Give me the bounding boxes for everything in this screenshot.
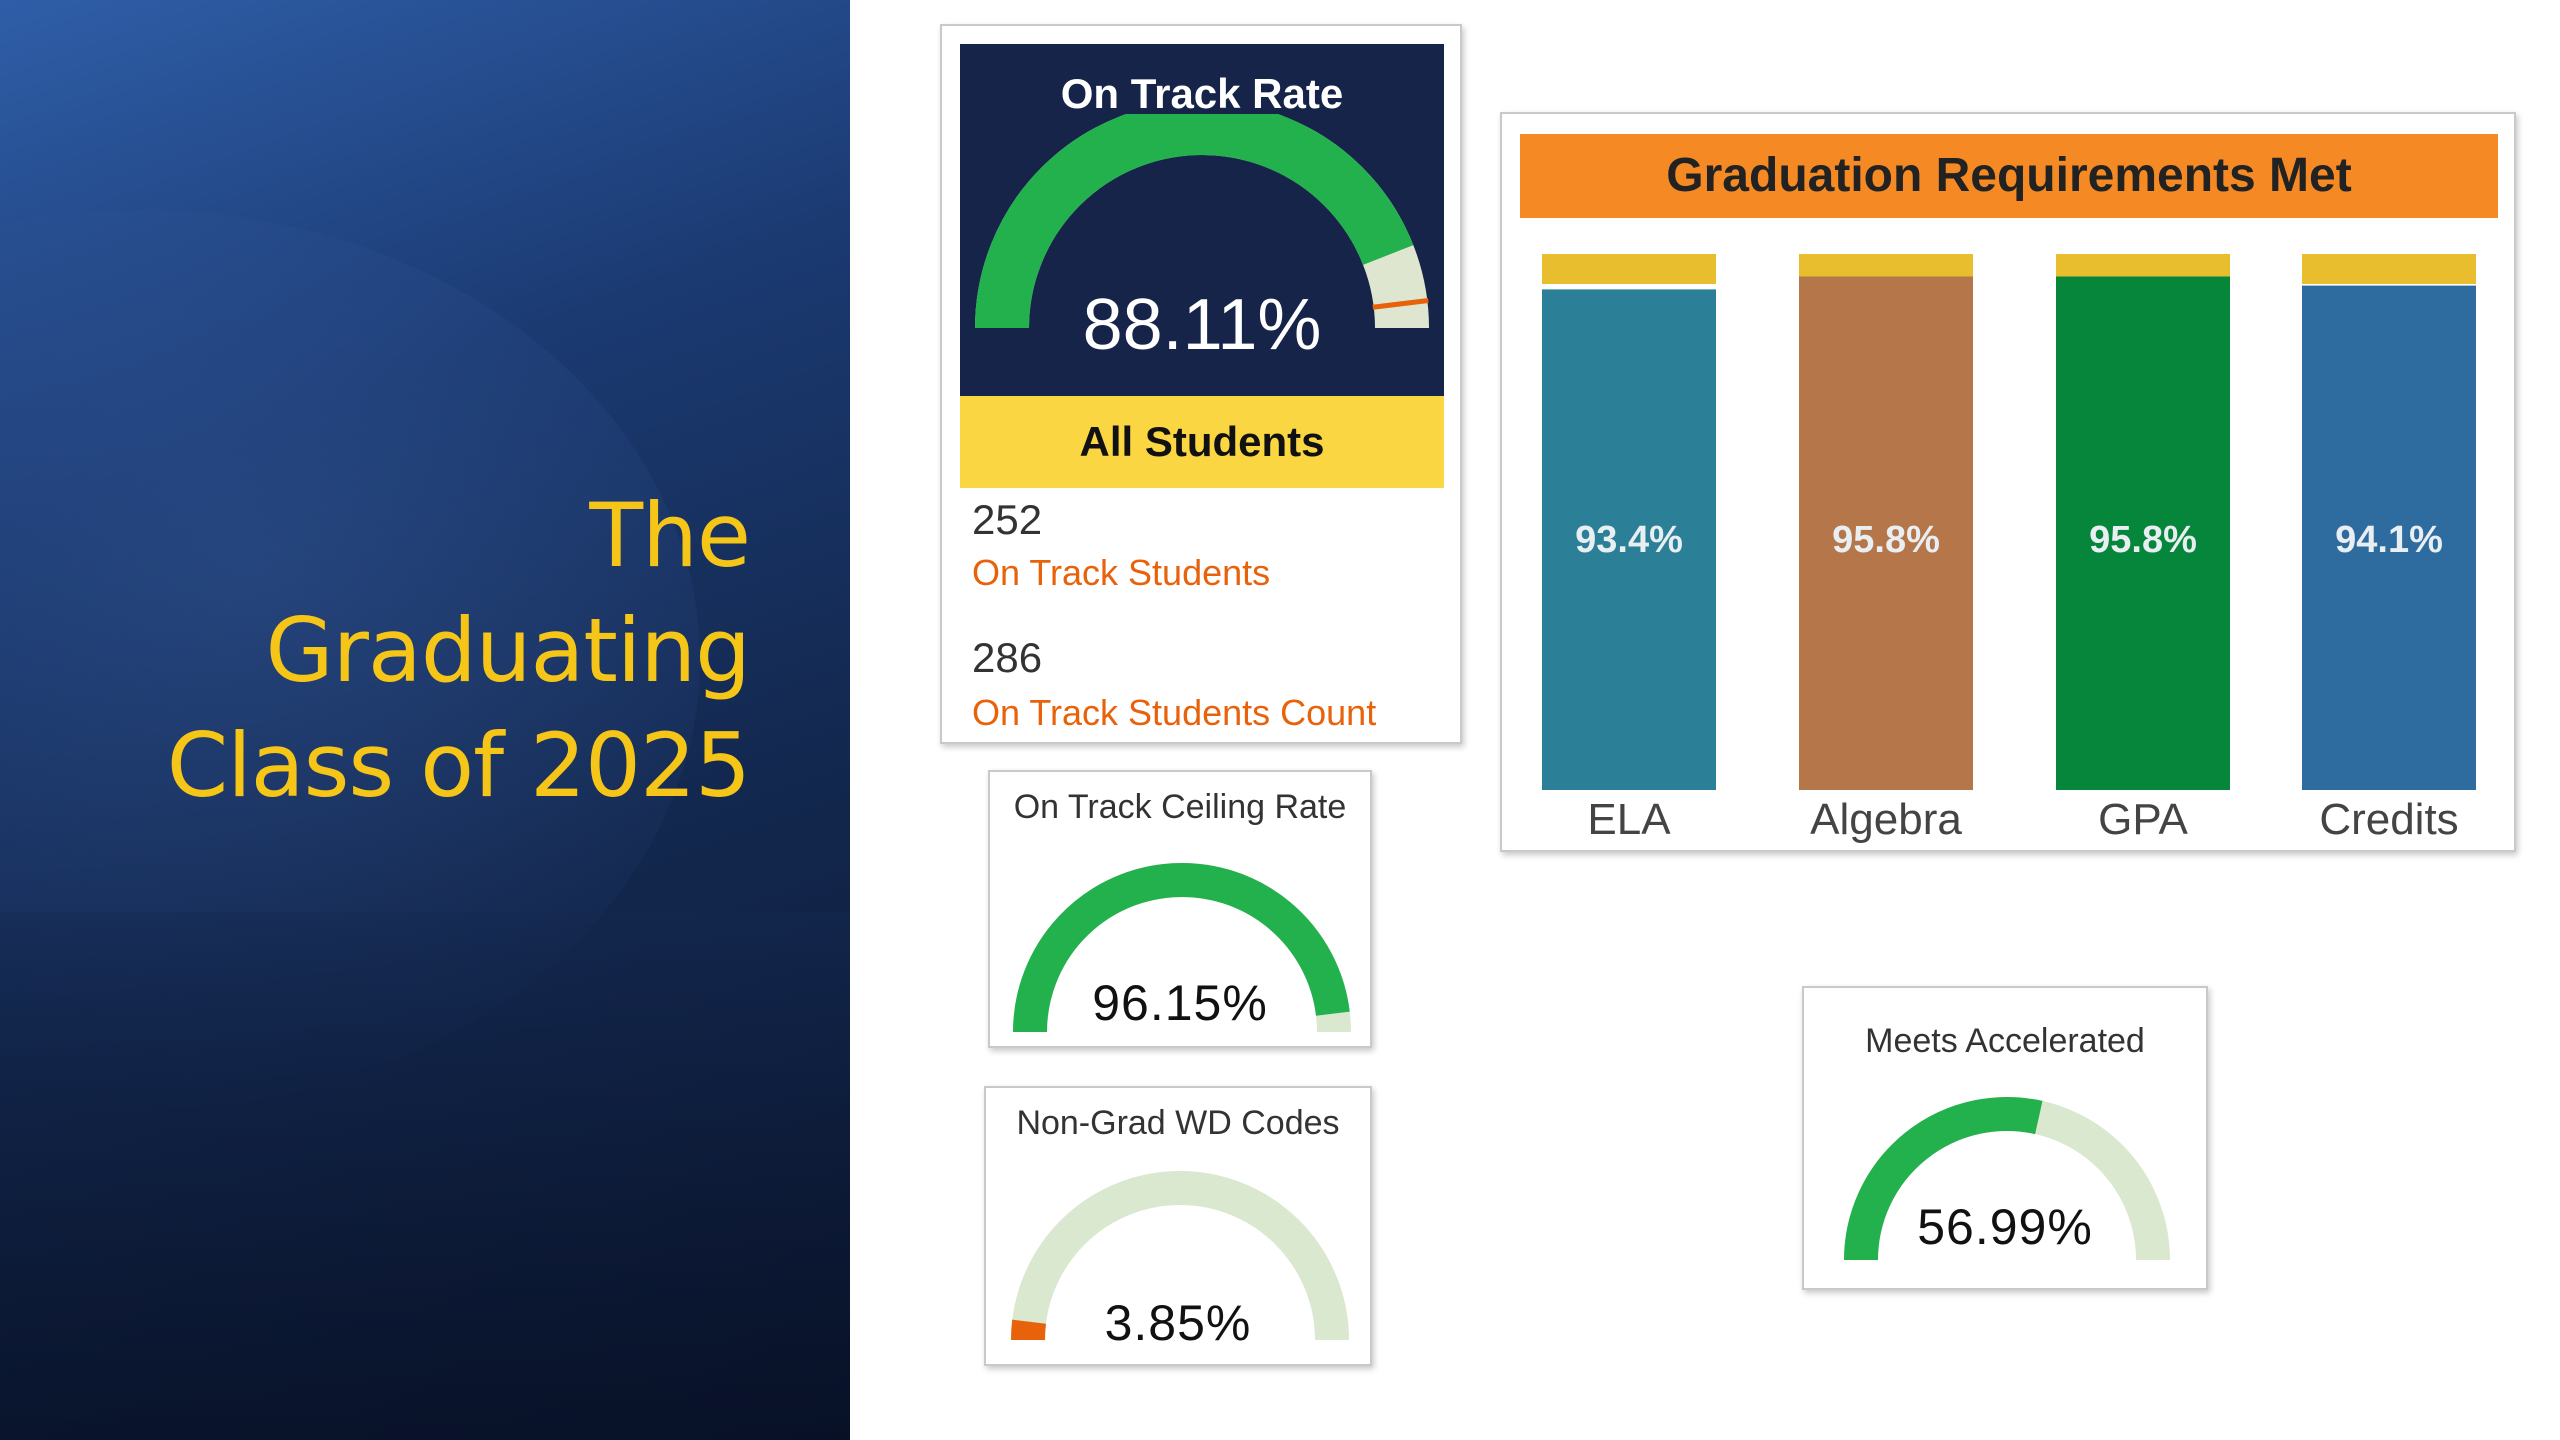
bar-algebra[interactable] — [1799, 276, 1973, 791]
on-track-rate-label: On Track Rate — [1060, 70, 1344, 117]
title-line-3: Class of 2025 — [166, 714, 751, 817]
title-line-2: Graduating — [265, 599, 751, 702]
on-track-students-label: On Track Students — [972, 552, 1271, 593]
bar-gpa[interactable] — [2056, 276, 2230, 791]
bar-value-label-algebra: 95.8% — [1832, 519, 1940, 561]
on-track-count-value: 286 — [972, 634, 1043, 681]
gauge-target-marker — [1372, 298, 1429, 310]
decorative-band — [0, 912, 850, 1440]
meets-accelerated-gauge — [1844, 1097, 2170, 1261]
meets-accelerated-card[interactable]: Meets Accelerated 56.99% — [1802, 986, 2208, 1290]
non-grad-value: 3.85% — [1104, 1295, 1252, 1351]
bar-cap-ela — [1542, 254, 1716, 284]
non-grad-card[interactable]: Non-Grad WD Codes 3.85% — [984, 1086, 1372, 1366]
bar-value-label-ela: 93.4% — [1575, 519, 1683, 561]
on-track-students-value: 252 — [972, 496, 1043, 543]
bar-value-label-gpa: 95.8% — [2089, 519, 2197, 561]
on-track-rate-gauge-panel: On Track Rate 88.11% — [960, 44, 1444, 396]
on-track-count-label: On Track Students Count — [972, 692, 1377, 733]
group-label: All Students — [960, 396, 1444, 488]
category-label-gpa: GPA — [2098, 795, 2188, 844]
graduation-requirements-chart: 93.4% ELA 95.8% Algebra 95.8% GPA 94.1% Credits — [1542, 254, 2476, 844]
gauge-fill — [1013, 863, 1350, 1033]
category-label-ela: ELA — [1587, 795, 1671, 844]
on-track-ceiling-label: On Track Ceiling Rate — [1013, 788, 1347, 826]
on-track-ceiling-card[interactable]: On Track Ceiling Rate 96.15% — [988, 770, 1372, 1048]
non-grad-label: Non-Grad WD Codes — [1016, 1104, 1340, 1142]
slide-title: The Graduating Class of 2025 — [30, 478, 751, 823]
on-track-ceiling-gauge — [1013, 863, 1351, 1033]
category-label-algebra: Algebra — [1810, 795, 1962, 844]
graduation-requirements-card[interactable]: Graduation Requirements Met 93.4% ELA 95.8… — [1500, 112, 2516, 852]
on-track-rate-value: 88.11% — [1082, 285, 1322, 365]
title-line-1: The — [589, 484, 751, 587]
chart-title: Graduation Requirements Met — [1520, 134, 2498, 218]
bar-cap-credits — [2302, 254, 2476, 284]
gauge-fill — [1010, 1319, 1047, 1341]
non-grad-gauge — [1010, 1171, 1349, 1341]
gauge-fill — [975, 114, 1414, 329]
gauge-track — [1011, 1171, 1349, 1341]
title-panel: The Graduating Class of 2025 — [0, 0, 850, 1440]
category-label-credits: Credits — [2319, 795, 2458, 844]
bar-ela[interactable] — [1542, 289, 1716, 790]
on-track-rate-gauge — [975, 114, 1429, 329]
gauge-fill — [1844, 1097, 2043, 1261]
bar-credits[interactable] — [2302, 285, 2476, 790]
meets-accelerated-value: 56.99% — [1917, 1199, 2093, 1255]
on-track-rate-card[interactable]: On Track Rate 88.11% All Students 252 On… — [940, 24, 1462, 744]
on-track-ceiling-value: 96.15% — [1092, 975, 1268, 1031]
bar-value-label-credits: 94.1% — [2335, 519, 2443, 561]
meets-accelerated-label: Meets Accelerated — [1865, 1022, 2145, 1060]
